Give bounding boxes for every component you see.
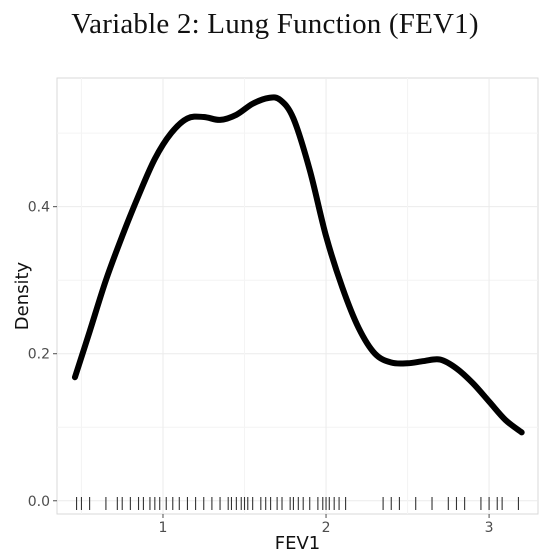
y-axis-title: Density (12, 261, 33, 330)
rug-marks (76, 497, 519, 510)
y-tick-label: 0.0 (28, 494, 50, 510)
x-tick-label: 2 (322, 520, 331, 536)
y-tick-label: 0.2 (28, 347, 50, 363)
plot-panel (56, 77, 539, 515)
x-axis-title: FEV1 (275, 533, 321, 554)
x-tick-label: 1 (159, 520, 168, 536)
density-curve (71, 94, 525, 436)
x-tick-label: 3 (485, 520, 494, 536)
y-tick-label: 0.4 (28, 200, 50, 216)
y-axis-ticks: 0.0 0.2 0.4 (28, 200, 57, 510)
chart-title: Variable 2: Lung Function (FEV1) (71, 8, 479, 40)
x-axis-ticks: 1 2 3 (159, 514, 494, 536)
